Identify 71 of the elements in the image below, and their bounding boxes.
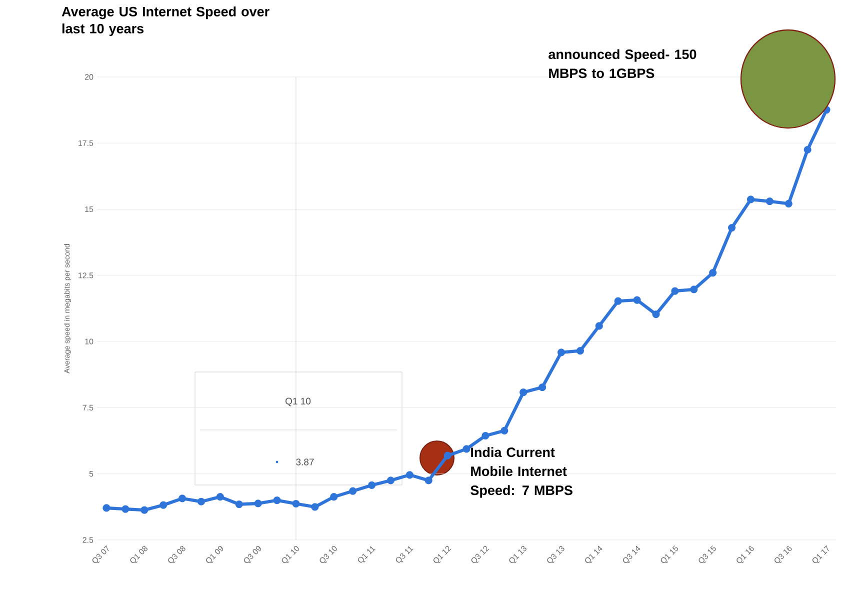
x-tick-label: Q1 16 xyxy=(736,546,754,564)
point xyxy=(482,432,490,440)
point xyxy=(311,503,319,511)
point xyxy=(406,471,414,479)
y-tick-label: 20 xyxy=(84,74,94,80)
point xyxy=(746,196,755,204)
x-tick-label: Q3 07 xyxy=(92,545,109,564)
x-tick-label: Q3 13 xyxy=(547,546,564,564)
point xyxy=(424,476,432,484)
x-tick-label: Q1 12 xyxy=(433,546,452,564)
point xyxy=(709,268,717,277)
point xyxy=(784,200,792,208)
point xyxy=(690,286,698,294)
y-tick-label: 2.5 xyxy=(82,537,94,543)
point xyxy=(804,146,812,154)
annotation: India Current Mobile Internet Speed: 7 MBPS xyxy=(470,447,572,498)
point xyxy=(500,426,508,435)
y-tick-label: 10 xyxy=(85,338,94,344)
y-tick-label: 17.5 xyxy=(78,140,94,146)
x-tick-label: Q1 13 xyxy=(509,546,526,564)
x-tick-label: Q1 15 xyxy=(660,545,678,564)
point xyxy=(444,452,452,460)
point xyxy=(102,504,110,512)
point xyxy=(671,287,679,295)
point xyxy=(368,481,376,490)
point xyxy=(462,445,470,453)
x-tick-label: Q3 08 xyxy=(168,546,186,564)
x-tick-label: Q3 11 xyxy=(396,546,414,563)
point xyxy=(122,505,130,513)
x-tick-label: Q3 09 xyxy=(244,546,261,564)
y-tick-label: 12.5 xyxy=(78,272,94,278)
point xyxy=(633,296,641,304)
x-tick-label: Q1 09 xyxy=(206,546,224,564)
point xyxy=(576,347,584,355)
x-tick-label: Q1 17 xyxy=(812,545,829,564)
x-tick-label: Q3 16 xyxy=(774,546,792,564)
point xyxy=(386,476,395,484)
y-tick-label: 7.5 xyxy=(82,404,94,410)
y-tick-label: 5 xyxy=(89,471,94,477)
point xyxy=(292,500,300,508)
x-tick-label: Q1 08 xyxy=(130,546,148,564)
y-tick-label: 15 xyxy=(85,206,94,212)
x-tick-label: Q3 15 xyxy=(698,545,716,564)
point xyxy=(349,487,357,495)
annotation: 3.87 xyxy=(296,458,314,466)
point xyxy=(216,493,224,501)
x-tick-label: Q3 12 xyxy=(471,546,490,564)
point xyxy=(728,224,736,232)
point xyxy=(273,496,281,504)
point xyxy=(766,198,774,206)
point xyxy=(140,506,148,514)
point xyxy=(254,500,262,508)
point xyxy=(520,388,528,396)
point xyxy=(652,310,660,318)
point xyxy=(160,501,168,509)
x-tick-label: Q1 11 xyxy=(358,546,376,563)
x-tick-label: Q3 10 xyxy=(320,546,337,564)
point xyxy=(330,493,338,501)
chart-title: Average US Internet Speed over last 10 years xyxy=(62,6,270,36)
point xyxy=(538,384,546,392)
x-tick-label: Q1 10 xyxy=(282,546,299,564)
point xyxy=(614,297,622,305)
x-tick-label: Q1 14 xyxy=(585,546,602,564)
point xyxy=(557,348,566,356)
point xyxy=(235,500,243,508)
point xyxy=(595,322,603,330)
annotation: announced Speed- 150 MBPS to 1GBPS xyxy=(548,49,696,78)
x-tick-label: Q3 14 xyxy=(622,546,640,564)
point xyxy=(178,494,186,502)
annotation: Q1 10 xyxy=(286,398,311,406)
point xyxy=(197,498,206,506)
